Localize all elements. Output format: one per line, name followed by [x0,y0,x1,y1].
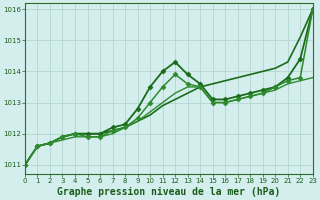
X-axis label: Graphe pression niveau de la mer (hPa): Graphe pression niveau de la mer (hPa) [57,187,281,197]
